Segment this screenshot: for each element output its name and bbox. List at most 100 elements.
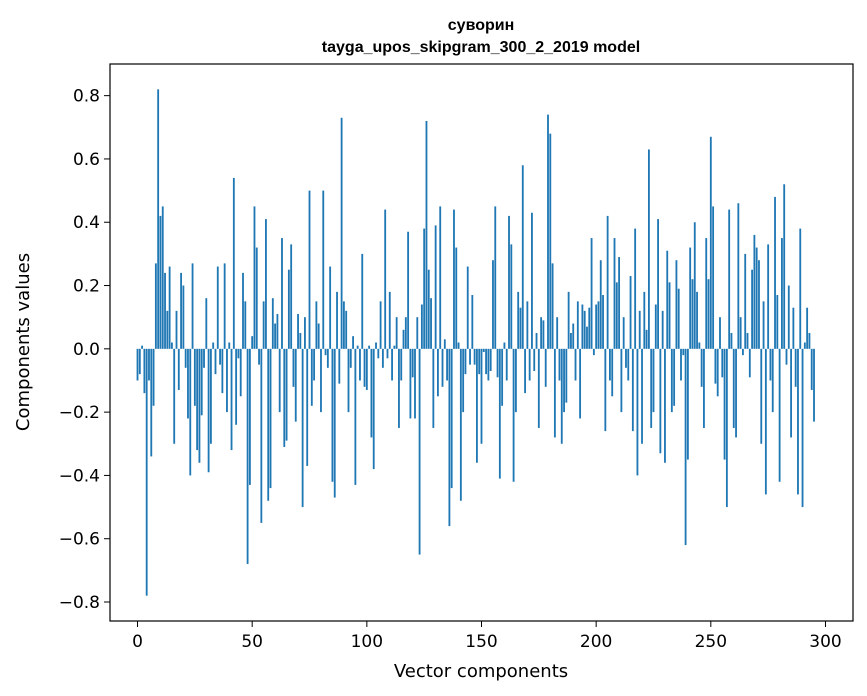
bar bbox=[278, 348, 281, 413]
bar bbox=[368, 345, 371, 349]
bar bbox=[602, 295, 604, 349]
bar bbox=[216, 266, 219, 349]
bar bbox=[563, 348, 565, 413]
bar bbox=[473, 348, 476, 365]
bar bbox=[728, 209, 731, 349]
bar bbox=[744, 253, 747, 349]
bar bbox=[459, 348, 462, 501]
bar bbox=[320, 348, 322, 413]
bar bbox=[748, 348, 751, 378]
bar bbox=[182, 285, 185, 349]
bar bbox=[196, 348, 199, 451]
bar bbox=[735, 348, 737, 438]
bar bbox=[572, 323, 575, 349]
x-tick-label: 100 bbox=[351, 632, 383, 652]
x-tick-label: 50 bbox=[241, 632, 263, 652]
bar bbox=[138, 348, 141, 375]
bar bbox=[384, 209, 387, 349]
bar bbox=[476, 348, 478, 463]
chart-title: суворин bbox=[448, 17, 514, 34]
bar bbox=[760, 348, 763, 444]
bar bbox=[462, 348, 465, 413]
bar bbox=[508, 215, 510, 349]
bar bbox=[776, 295, 779, 349]
bar bbox=[437, 348, 439, 397]
bar bbox=[677, 288, 680, 349]
bar bbox=[342, 301, 345, 349]
bar bbox=[423, 228, 426, 349]
bar bbox=[780, 238, 783, 349]
bar bbox=[161, 206, 164, 349]
bar bbox=[604, 348, 607, 432]
bar bbox=[647, 149, 650, 349]
bar bbox=[193, 348, 196, 406]
bar bbox=[560, 348, 563, 444]
bar bbox=[230, 348, 233, 451]
bar bbox=[595, 304, 598, 349]
bar bbox=[487, 348, 490, 381]
bar bbox=[698, 342, 701, 349]
bar bbox=[510, 244, 513, 349]
bar bbox=[347, 348, 350, 413]
bar bbox=[551, 263, 554, 349]
bar bbox=[524, 348, 526, 394]
bar bbox=[794, 348, 797, 387]
bar bbox=[666, 250, 669, 349]
bar bbox=[285, 348, 288, 441]
bar bbox=[402, 329, 405, 349]
bar bbox=[317, 323, 320, 349]
bar bbox=[207, 348, 210, 473]
bar bbox=[531, 212, 533, 349]
bar bbox=[175, 310, 178, 349]
bar bbox=[597, 301, 600, 349]
bar bbox=[783, 184, 786, 349]
x-tick-label: 200 bbox=[580, 632, 612, 652]
bar bbox=[306, 348, 309, 466]
bar bbox=[693, 222, 696, 349]
bar bbox=[801, 348, 804, 508]
bar bbox=[251, 336, 254, 349]
bar bbox=[180, 272, 182, 349]
bar bbox=[611, 348, 614, 397]
bar bbox=[466, 266, 469, 349]
bar bbox=[689, 247, 692, 349]
bar bbox=[441, 348, 444, 387]
bar bbox=[489, 348, 492, 371]
bar bbox=[668, 282, 671, 349]
bar bbox=[746, 333, 749, 349]
bar bbox=[618, 257, 621, 349]
bar bbox=[159, 215, 162, 349]
bar bbox=[258, 348, 260, 365]
bar bbox=[691, 279, 694, 349]
bar bbox=[634, 228, 637, 349]
bar bbox=[221, 348, 224, 394]
bar bbox=[255, 247, 258, 349]
bar bbox=[675, 260, 678, 349]
bar bbox=[813, 348, 815, 422]
bar bbox=[274, 323, 277, 349]
bar bbox=[526, 301, 529, 349]
bar bbox=[283, 348, 286, 447]
bar bbox=[650, 348, 653, 428]
bar bbox=[700, 348, 703, 387]
bar bbox=[365, 348, 368, 390]
bar bbox=[292, 348, 295, 387]
bar bbox=[265, 219, 267, 349]
bar bbox=[372, 348, 375, 470]
bar bbox=[670, 348, 673, 413]
bar bbox=[269, 348, 272, 489]
bar bbox=[787, 285, 790, 349]
bar bbox=[755, 247, 758, 349]
bar bbox=[806, 307, 809, 349]
bar bbox=[141, 345, 144, 349]
bar bbox=[762, 301, 765, 349]
bar bbox=[576, 301, 579, 349]
bar bbox=[712, 206, 715, 349]
bar bbox=[395, 317, 398, 349]
bar bbox=[514, 348, 517, 413]
bar bbox=[329, 266, 332, 349]
bar bbox=[338, 348, 341, 384]
bar bbox=[723, 348, 726, 460]
bar bbox=[432, 348, 435, 428]
